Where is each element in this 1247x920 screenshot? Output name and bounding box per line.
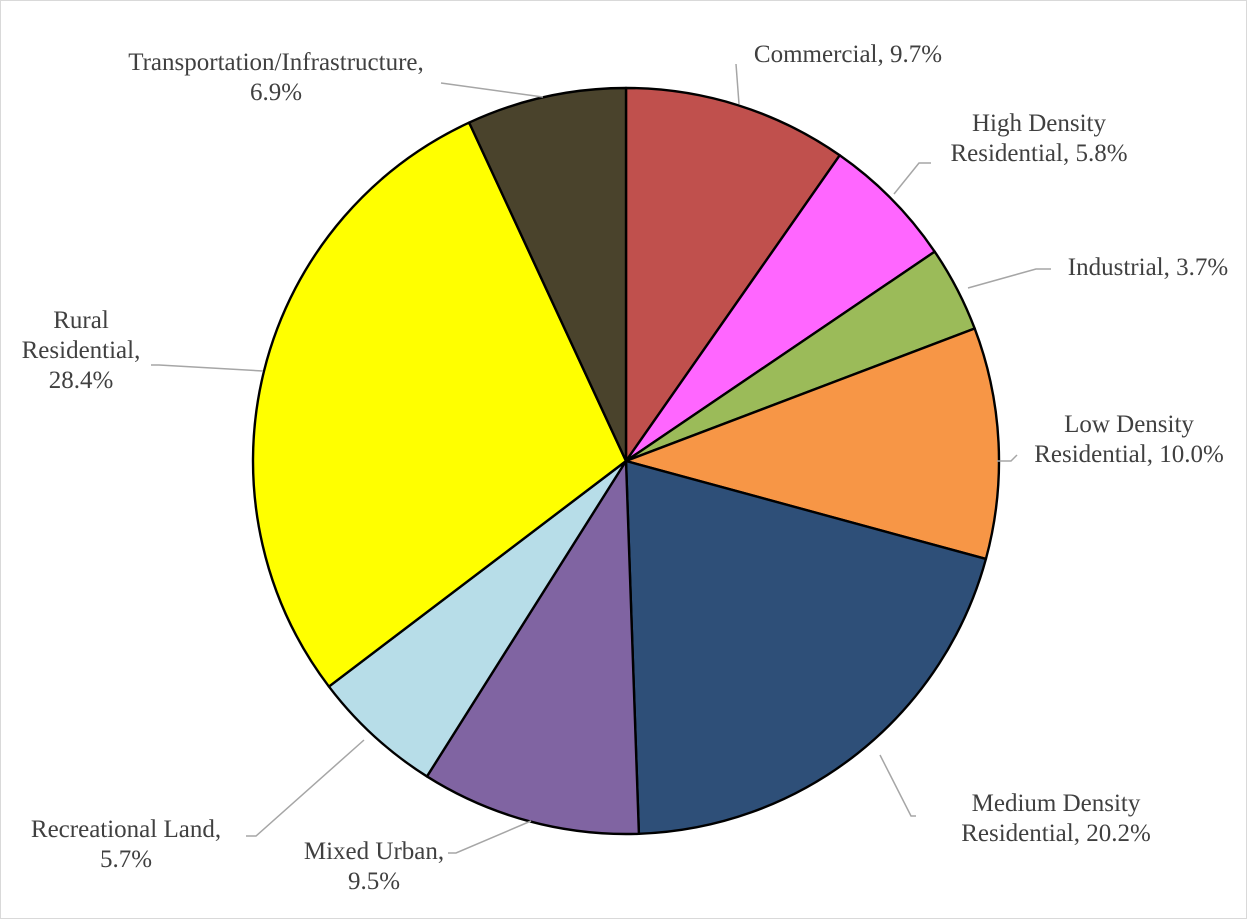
data-label-line: Mixed Urban, xyxy=(304,838,444,865)
data-label-commercial: Commercial, 9.7% xyxy=(754,41,942,68)
data-label-transportation-infrastructure: Transportation/Infrastructure, 6.9% xyxy=(128,49,424,106)
data-label-high-density-residential: High Density Residential, 5.8% xyxy=(950,110,1127,167)
leader-line-commercial xyxy=(735,63,740,105)
data-label-line: Rural xyxy=(53,307,109,334)
data-label-rural-residential: Rural Residential, 28.4% xyxy=(22,307,141,394)
data-label-line: Industrial, 3.7% xyxy=(1068,254,1228,281)
pie-slices xyxy=(251,86,1001,836)
slice-recreational-land xyxy=(327,459,628,778)
slice-low-density-residential xyxy=(624,327,1001,561)
data-label-line: Commercial, 9.7% xyxy=(754,41,942,68)
data-label-line: Low Density xyxy=(1064,411,1194,438)
slice-transportation-infrastructure xyxy=(467,86,628,463)
data-label-line: 6.9% xyxy=(250,79,302,106)
leader-line-recreational-land xyxy=(246,739,365,837)
data-label-low-density-residential: Low Density Residential, 10.0% xyxy=(1034,411,1224,468)
data-label-line: Transportation/Infrastructure, xyxy=(128,49,424,76)
data-label-recreational-land: Recreational Land, 5.7% xyxy=(31,816,221,873)
leader-line-high-density-residential xyxy=(893,162,931,195)
leader-line-industrial xyxy=(967,268,1051,289)
data-label-line: Residential, xyxy=(22,337,141,364)
leader-lines xyxy=(151,63,1051,854)
data-label-mixed-urban: Mixed Urban, 9.5% xyxy=(304,838,444,895)
data-label-line: Residential, 10.0% xyxy=(1034,441,1224,468)
data-labels: Commercial, 9.7% High Density Residential,… xyxy=(22,41,1229,895)
data-label-line: 28.4% xyxy=(49,367,114,394)
leader-line-mixed-urban xyxy=(448,820,532,854)
data-label-line: 9.5% xyxy=(348,868,400,895)
slice-commercial xyxy=(624,86,841,463)
data-label-industrial: Industrial, 3.7% xyxy=(1068,254,1228,281)
data-label-line: High Density xyxy=(972,110,1107,137)
leader-line-medium-density-residential xyxy=(879,754,916,817)
data-label-line: 5.7% xyxy=(100,846,152,873)
leader-line-low-density-residential xyxy=(997,454,1018,462)
data-label-line: Residential, 5.8% xyxy=(950,140,1127,167)
data-label-line: Recreational Land, xyxy=(31,816,221,843)
slice-mixed-urban xyxy=(425,459,641,836)
data-label-medium-density-residential: Medium Density Residential, 20.2% xyxy=(961,790,1151,847)
slice-medium-density-residential xyxy=(624,459,988,835)
slice-high-density-residential xyxy=(624,154,936,463)
slice-rural-residential xyxy=(251,121,628,688)
leader-line-rural-residential xyxy=(151,364,264,372)
data-label-line: Residential, 20.2% xyxy=(961,820,1151,847)
leader-line-transportation-infrastructure xyxy=(440,82,544,98)
data-label-line: Medium Density xyxy=(972,790,1141,817)
